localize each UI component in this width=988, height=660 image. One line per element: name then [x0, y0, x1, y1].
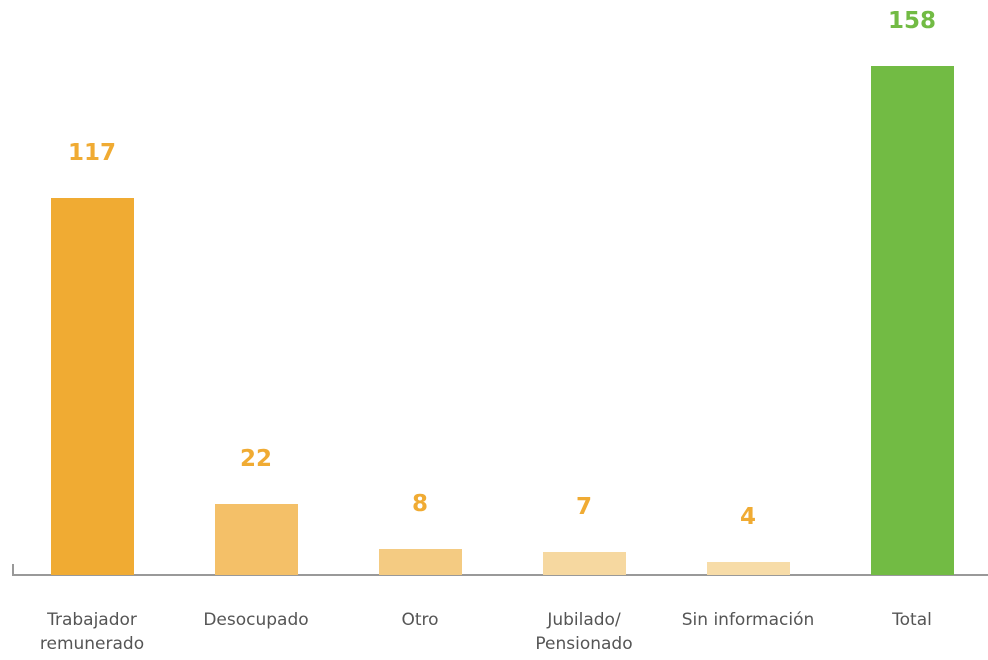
axis-corner [12, 564, 14, 576]
value-label: 4 [739, 504, 756, 531]
bar [542, 552, 626, 575]
value-label: 158 [887, 8, 936, 35]
value-label: 117 [67, 140, 116, 167]
bar [870, 66, 954, 575]
x-tick-label: Desocupado [203, 610, 309, 630]
bar [50, 198, 134, 575]
x-axis-line [12, 574, 988, 576]
value-label: 8 [411, 491, 428, 518]
x-tick-label: Sin información [681, 610, 815, 630]
bar [378, 549, 462, 575]
x-tick-label: Otro [401, 610, 439, 630]
x-tick-label: Total [892, 610, 932, 630]
x-tick-label: Trabajador remunerado [39, 610, 145, 654]
value-label: 22 [239, 446, 272, 473]
x-tick-label: Jubilado/ Pensionado [535, 610, 633, 654]
value-label: 7 [575, 494, 592, 521]
bar [214, 504, 298, 575]
bar [706, 562, 790, 575]
